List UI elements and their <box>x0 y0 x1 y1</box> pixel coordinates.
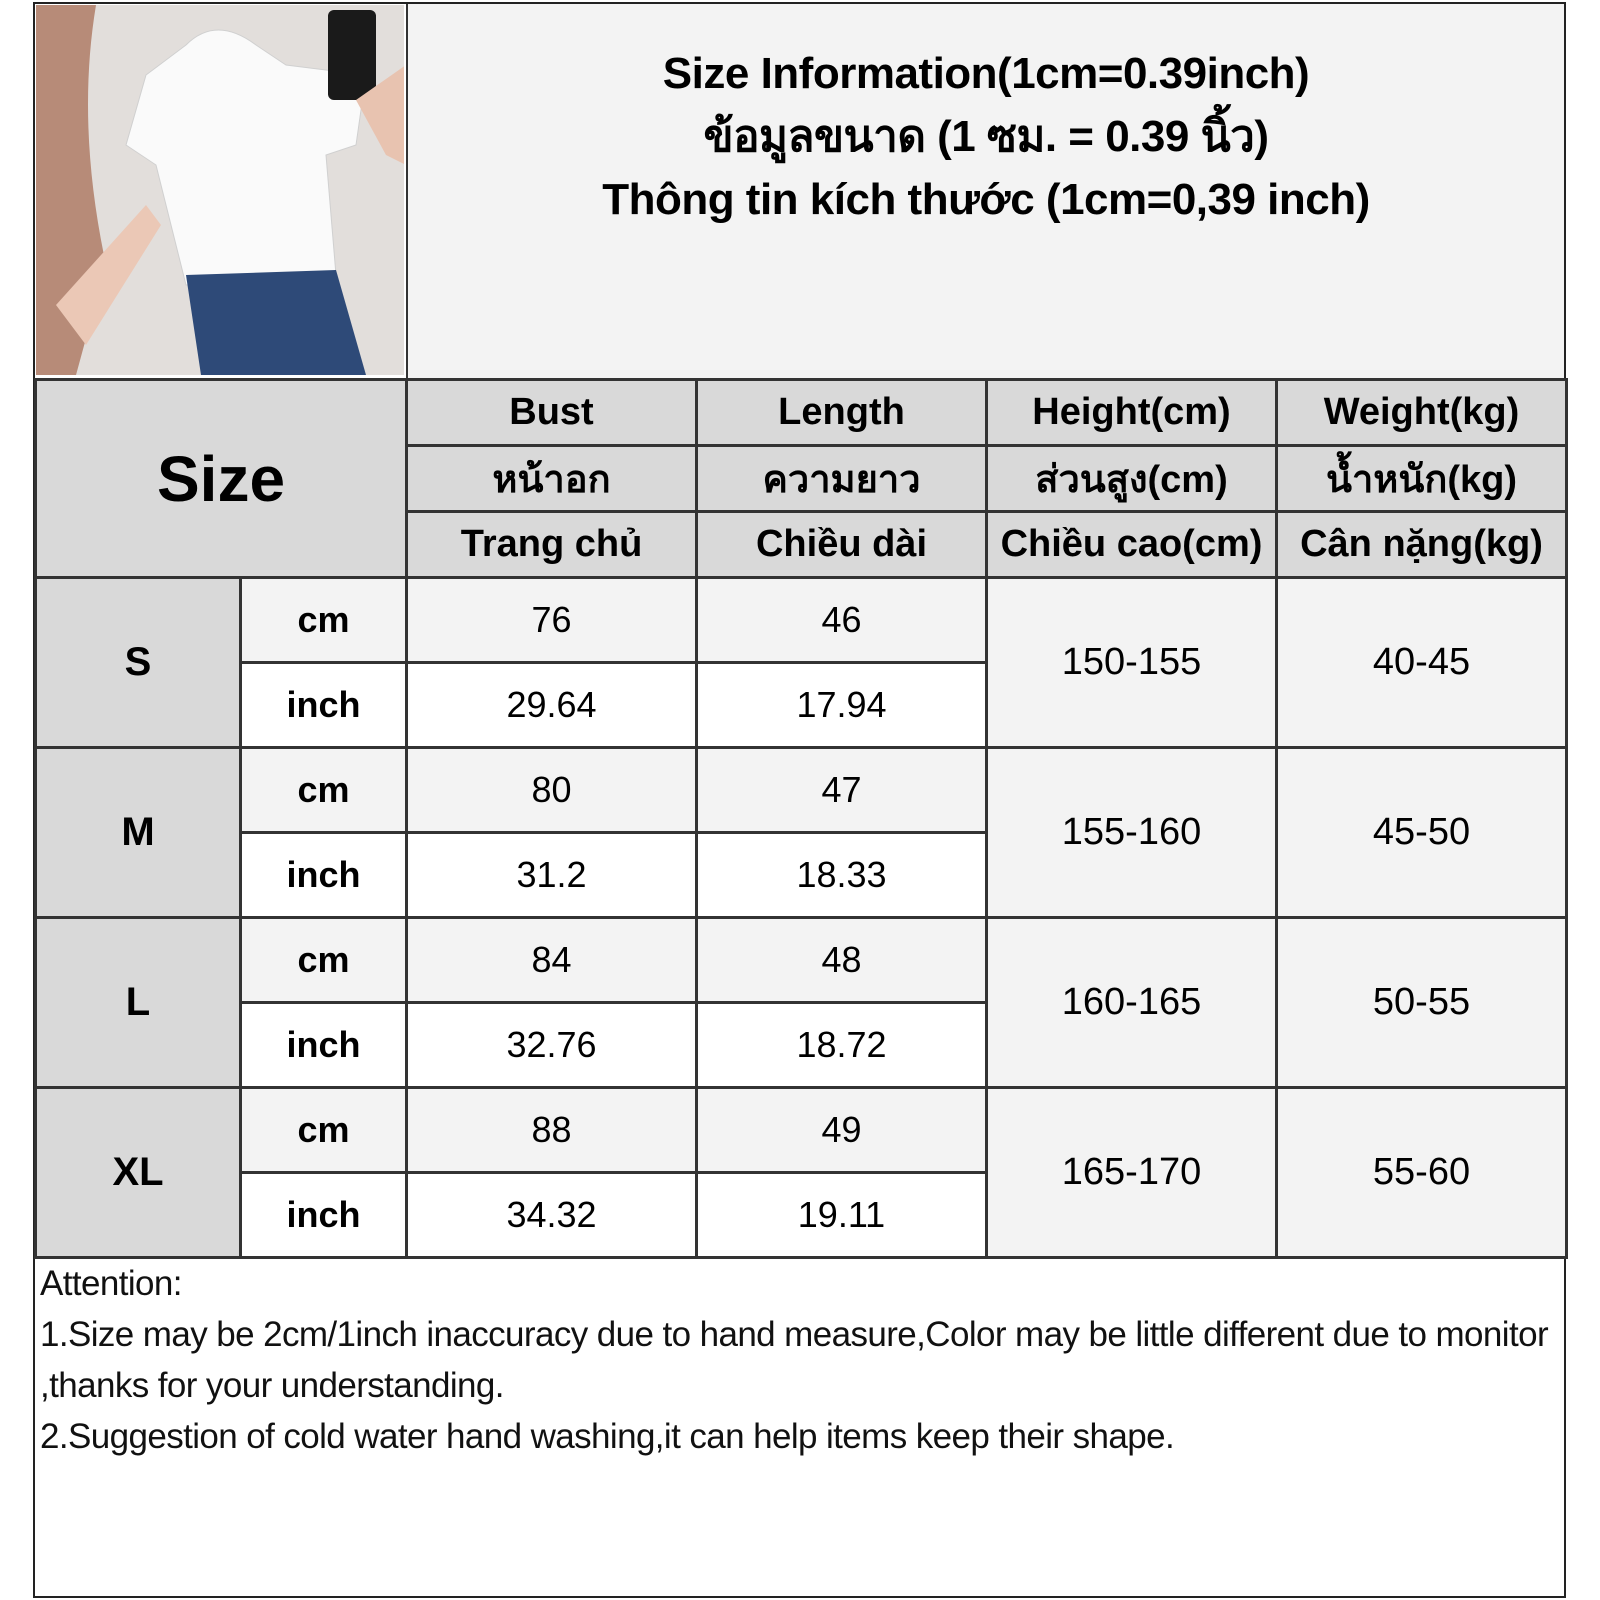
bust-cm: 88 <box>405 1086 698 1174</box>
unit-inch: inch <box>239 1171 408 1259</box>
table-row-cm: S cm 76 46 150-155 40-45 <box>34 576 1568 749</box>
col-length-en: Length <box>695 378 988 447</box>
unit-cm: cm <box>239 576 408 664</box>
bust-inch: 29.64 <box>405 661 698 749</box>
col-weight-en: Weight(kg) <box>1275 378 1568 447</box>
title-block: Size Information(1cm=0.39inch) ข้อมูลขนา… <box>406 4 1564 378</box>
length-cm: 47 <box>695 746 988 834</box>
unit-inch: inch <box>239 661 408 749</box>
length-inch: 19.11 <box>695 1171 988 1259</box>
size-label: XL <box>34 1086 242 1259</box>
table-row-inch: inch 34.32 19.11 <box>36 1171 1567 1259</box>
unit-cm: cm <box>239 1086 408 1174</box>
length-inch: 18.33 <box>695 831 988 919</box>
length-cm: 49 <box>695 1086 988 1174</box>
col-bust-vi: Trang chủ <box>405 510 698 579</box>
size-label: L <box>34 916 242 1089</box>
weight-range: 40-45 <box>1275 576 1568 749</box>
header-row-en: Size Bust Length Height(cm) Weight(kg) <box>34 378 1568 579</box>
header-row-vi: Trang chủ Chiều dài Chiều cao(cm) Cân nặ… <box>36 510 1568 579</box>
length-inch: 17.94 <box>695 661 988 749</box>
col-length-vi: Chiều dài <box>695 510 988 579</box>
table-row-cm: M cm 80 47 155-160 45-50 <box>34 746 1568 919</box>
note-item: 1.Size may be 2cm/1inch inaccuracy due t… <box>40 1315 1549 1405</box>
note-item: 2.Suggestion of cold water hand washing,… <box>40 1417 1175 1456</box>
bust-inch: 32.76 <box>405 1001 698 1089</box>
height-range: 165-170 <box>985 1086 1278 1259</box>
height-range: 155-160 <box>985 746 1278 919</box>
table-row-inch: inch 29.64 17.94 <box>36 661 1567 749</box>
weight-range: 50-55 <box>1275 916 1568 1089</box>
unit-inch: inch <box>239 831 408 919</box>
notes-heading: Attention: <box>40 1264 182 1303</box>
title-vietnamese: Thông tin kích thước (1cm=0,39 inch) <box>602 174 1370 224</box>
title-thai: ข้อมูลขนาด (1 ซม. = 0.39 นิ้ว) <box>703 111 1269 161</box>
col-bust-en: Bust <box>405 378 698 447</box>
weight-range: 55-60 <box>1275 1086 1568 1259</box>
bust-inch: 31.2 <box>405 831 698 919</box>
length-inch: 18.72 <box>695 1001 988 1089</box>
col-weight-vi: Cân nặng(kg) <box>1275 510 1568 579</box>
col-length-th: ความยาว <box>695 444 988 513</box>
size-label: M <box>34 746 242 919</box>
height-range: 150-155 <box>985 576 1278 749</box>
col-height-vi: Chiều cao(cm) <box>985 510 1278 579</box>
bust-cm: 76 <box>405 576 698 664</box>
bust-inch: 34.32 <box>405 1171 698 1259</box>
bust-cm: 80 <box>405 746 698 834</box>
length-cm: 48 <box>695 916 988 1004</box>
table-row-cm: XL cm 88 49 165-170 55-60 <box>34 1086 1568 1259</box>
size-label: S <box>34 576 242 749</box>
col-height-th: ส่วนสูง(cm) <box>985 444 1278 513</box>
bust-cm: 84 <box>405 916 698 1004</box>
product-photo <box>36 5 404 375</box>
header-row-th: หน้าอก ความยาว ส่วนสูง(cm) น้ำหนัก(kg) <box>36 444 1568 513</box>
unit-cm: cm <box>239 746 408 834</box>
table-row-cm: L cm 84 48 160-165 50-55 <box>34 916 1568 1089</box>
col-height-en: Height(cm) <box>985 378 1278 447</box>
unit-cm: cm <box>239 916 408 1004</box>
table-row-inch: inch 31.2 18.33 <box>36 831 1567 919</box>
title-english: Size Information(1cm=0.39inch) <box>662 48 1310 98</box>
table-row-inch: inch 32.76 18.72 <box>36 1001 1567 1089</box>
height-range: 160-165 <box>985 916 1278 1089</box>
size-table: Size Bust Length Height(cm) Weight(kg) ห… <box>34 378 1568 1259</box>
col-bust-th: หน้าอก <box>405 444 698 513</box>
attention-notes: Attention: 1.Size may be 2cm/1inch inacc… <box>40 1258 1560 1462</box>
length-cm: 46 <box>695 576 988 664</box>
unit-inch: inch <box>239 1001 408 1089</box>
weight-range: 45-50 <box>1275 746 1568 919</box>
size-header: Size <box>34 378 408 579</box>
col-weight-th: น้ำหนัก(kg) <box>1275 444 1568 513</box>
